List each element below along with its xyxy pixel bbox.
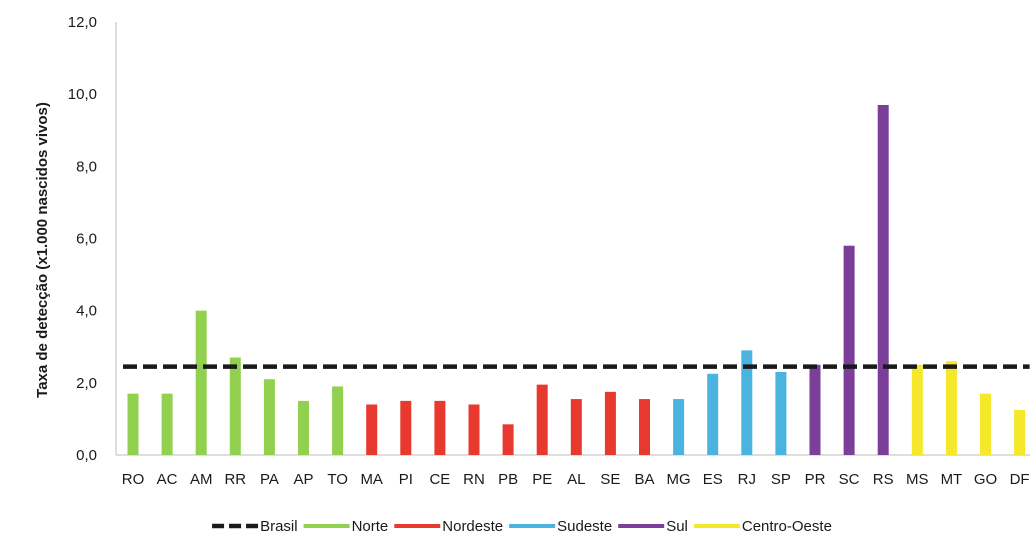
x-tick-label: PA [260,471,279,488]
x-tick-label: TO [327,471,348,488]
x-tick-label: CE [429,471,450,488]
bar-rs [877,104,889,455]
legend-label: Sul [666,518,688,535]
bar-pi [400,400,412,455]
bar-pr [809,364,821,455]
bar-es [707,373,719,455]
x-tick-label: RR [224,471,246,488]
legend-label: Centro-Oeste [742,518,832,535]
y-tick-label: 12,0 [68,14,97,31]
x-tick-label: RN [463,471,485,488]
y-tick-label: 2,0 [76,375,97,392]
x-tick-label: RO [122,471,145,488]
x-tick-label: MS [906,471,929,488]
bar-se [604,391,616,455]
y-tick-label: 0,0 [76,447,97,464]
bar-mg [673,399,685,455]
x-tick-label: MT [941,471,963,488]
bars-group [127,104,1026,455]
x-tick-label: SP [771,471,791,488]
x-tick-label: AC [157,471,178,488]
x-tick-label: PI [399,471,413,488]
bar-ma [366,404,378,455]
x-tick-label: DF [1010,471,1030,488]
bar-ms [911,364,923,455]
bar-ce [434,400,446,455]
bar-ap [298,400,309,455]
y-axis-title-group: Taxa de detecção (x1.000 nascidos vivos) [34,102,51,398]
x-tick-label: AM [190,471,213,488]
legend-label: Sudeste [557,518,612,535]
legend-label: Norte [352,518,389,535]
y-axis-ticks: 0,0 2,0 4,0 6,0 8,0 10,0 12,0 [68,14,97,464]
x-tick-label: ES [703,471,723,488]
bar-rj [741,350,753,455]
bar-go [980,393,991,455]
legend-label: Nordeste [442,518,503,535]
bar-rn [468,404,480,455]
bar-ro [127,393,139,455]
bar-sp [775,372,787,455]
bar-ac [161,393,173,455]
bar-df [1014,409,1026,455]
x-tick-label: MA [360,471,383,488]
y-axis-title: Taxa de detecção (x1.000 nascidos vivos) [34,102,51,398]
x-tick-label: PE [532,471,552,488]
y-tick-label: 6,0 [76,231,97,248]
bar-to [332,386,344,455]
bar-mt [945,361,957,455]
x-tick-label: GO [974,471,997,488]
x-axis-labels: RO AC AM RR PA AP TO MA PI CE RN PB PE AL SE BA MG ES RJ SP… [122,471,1030,488]
x-tick-label: PR [805,471,826,488]
bar-al [570,399,582,455]
x-tick-label: MG [667,471,691,488]
x-tick-label: AL [567,471,585,488]
legend-label: Brasil [260,518,298,535]
bar-sc [843,245,855,455]
bar-pa [263,379,275,455]
bar-pe [536,384,548,455]
x-tick-label: RS [873,471,894,488]
bar-rr [229,357,241,455]
x-tick-label: AP [293,471,313,488]
y-tick-label: 4,0 [76,303,97,320]
y-tick-label: 8,0 [76,158,97,175]
legend: Brasil Norte Nordeste Sudeste Sul Centro-Oest… [212,518,832,535]
bar-am [195,310,207,455]
bar-pb [502,424,514,455]
x-tick-label: SE [600,471,620,488]
bar-ba [639,399,650,455]
x-tick-label: PB [498,471,518,488]
y-tick-label: 10,0 [68,86,97,103]
x-tick-label: BA [634,471,654,488]
x-tick-label: RJ [738,471,756,488]
x-tick-label: SC [839,471,860,488]
